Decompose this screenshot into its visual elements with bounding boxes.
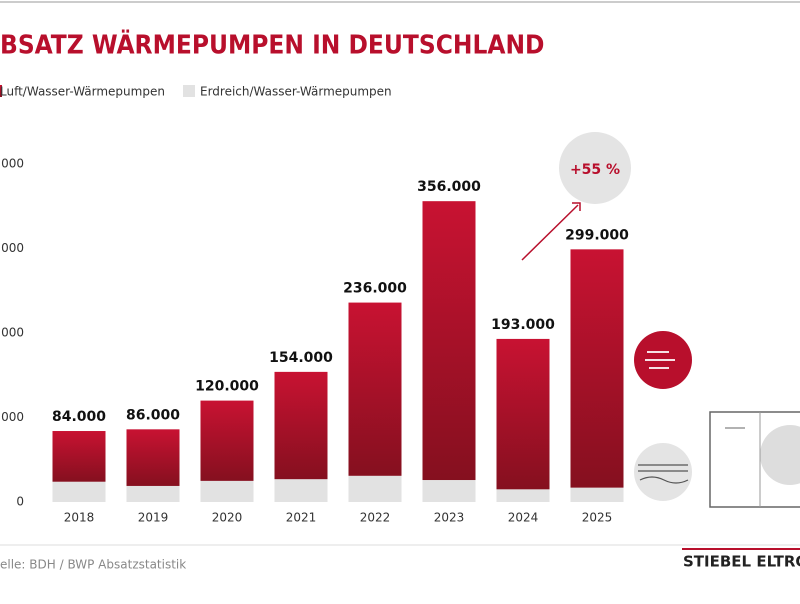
bar-segment (274, 479, 328, 502)
legend-swatch (183, 85, 195, 97)
bar-segment (52, 431, 106, 482)
wind-lines (645, 351, 675, 369)
bar-segment (422, 201, 476, 481)
legend-label: Luft/Wasser-Wärmepumpen (0, 85, 165, 99)
logo: STIEBEL ELTRO (683, 553, 800, 571)
bar-segment (274, 371, 328, 480)
ground-icon (634, 443, 692, 501)
x-tick-label: 2019 (138, 511, 169, 525)
annotation: +55 % (570, 162, 620, 178)
total-label: 154.000 (269, 350, 333, 366)
fan (760, 425, 800, 485)
bar-segment (348, 302, 402, 476)
legend-swatch (0, 85, 2, 97)
x-tick-label: 2024 (508, 511, 539, 525)
total-label: 84.000 (52, 409, 106, 425)
x-tick-label: 2021 (286, 511, 317, 525)
y-tick-label: .000 (0, 241, 24, 255)
bar-segment (52, 481, 106, 502)
x-tick-label: 2023 (434, 511, 465, 525)
bar-segment (126, 485, 180, 502)
logo-box (680, 548, 800, 572)
chart-title: BSATZ WÄRMEPUMPEN IN DEUTSCHLAND (0, 29, 544, 61)
y-tick-label: 0 (16, 495, 24, 509)
total-label: 86.000 (126, 407, 180, 423)
arrow-head (572, 202, 581, 211)
plot: 0 .000 .000 .000 .000 84.000 2018 86.000 2019 120… (0, 157, 629, 525)
bar-segment (348, 475, 402, 502)
bar-segment (200, 480, 254, 502)
x-tick-label: 2022 (360, 511, 391, 525)
bar-segment (570, 487, 624, 502)
bar-segment (496, 489, 550, 502)
y-tick-label: .000 (0, 157, 24, 171)
total-label: 120.000 (195, 379, 259, 395)
x-tick-label: 2018 (64, 511, 95, 525)
total-label: 193.000 (491, 317, 555, 333)
total-label: 299.000 (565, 227, 629, 243)
legend: Luft/Wasser-Wärmepumpen Erdreich/Wasser-W… (0, 85, 392, 99)
arrow (521, 204, 579, 261)
annotation-badge (559, 132, 631, 204)
legend-label: Erdreich/Wasser-Wärmepumpen (200, 85, 392, 99)
ground-lines (638, 464, 689, 484)
total-label: 356.000 (417, 179, 481, 195)
source: elle: BDH / BWP Absatzstatistik (0, 558, 186, 572)
x-tick-label: 2020 (212, 511, 243, 525)
bar-segment (200, 400, 254, 481)
x-tick-label: 2025 (582, 511, 613, 525)
y-tick-label: .000 (0, 410, 24, 424)
total-label: 236.000 (343, 281, 407, 297)
bar-segment (422, 480, 476, 502)
y-tick-label: .000 (0, 326, 24, 340)
bar-segment (570, 249, 624, 488)
bar-segment (496, 338, 550, 490)
bar-segment (126, 429, 180, 486)
